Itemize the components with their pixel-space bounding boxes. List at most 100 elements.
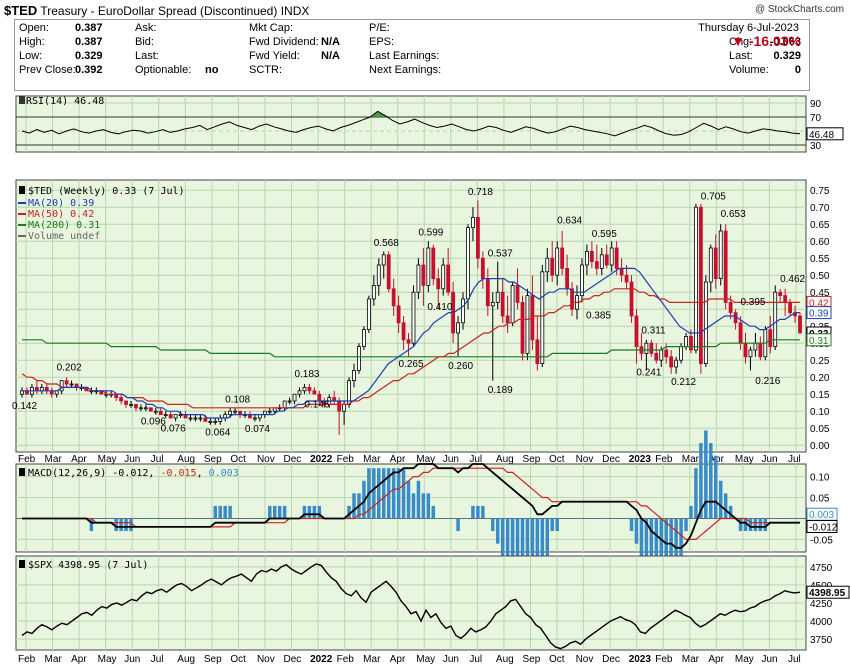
macd-histogram-bar [377,468,381,519]
quote-label: Mkt Cap: [249,22,294,34]
candle-body [748,349,753,358]
x-axis-label: Feb [655,454,673,465]
macd-histogram-bar [550,518,554,532]
candle-body [490,301,495,307]
candle-body [148,407,153,412]
candle-body [649,342,654,354]
macd-histogram-bar [426,493,431,519]
macd-legend-swatch [19,468,25,476]
x-axis-label-bottom: Nov [257,654,275,665]
rsi-legend-swatch [19,96,25,104]
quote-label: SCTR: [249,64,282,76]
quote-label: Last: [135,50,159,62]
macd-histogram-bar [793,518,797,519]
candle-body [654,352,659,361]
macd-histogram-bar [689,505,693,519]
quote-label: Fwd Yield: [249,50,300,62]
rsi-legend: RSI(14) 46.48 [26,96,104,107]
price-tick-label: 0.60 [810,237,830,248]
candle-body [208,420,213,423]
candle-body [401,322,406,341]
candle-body [594,261,599,269]
spx-tick-label: 4000 [810,617,833,628]
x-axis-label: Jun [124,454,140,465]
macd-histogram-bar [436,518,441,519]
macd-histogram-bar [372,468,376,519]
price-annotation: 0.537 [488,249,513,260]
symbol: $TED [4,3,38,18]
macd-histogram-bar [778,518,782,519]
macd-histogram-bar [243,518,247,519]
price-annotation: 0.395 [740,297,765,308]
candle-body [292,393,297,402]
macd-histogram-bar [218,505,222,519]
candle-body [694,206,698,351]
macd-histogram-bar [208,518,213,519]
candle-body [708,247,713,283]
candle-body [421,264,426,286]
macd-histogram-bar [466,518,470,519]
candle-body [644,342,649,354]
quote-label: P/E: [369,22,390,34]
chart-title: $TED Treasury - EuroDollar Spread (Disco… [4,3,309,18]
macd-histogram-bar [159,518,163,519]
rsi-last-label: 46.48 [809,130,834,141]
macd-histogram-bar [168,518,173,519]
macd-histogram-bar [664,518,668,582]
macd-histogram-bar [659,518,663,582]
macd-histogram-bar [679,518,683,557]
macd-histogram-bar [619,518,624,519]
rsi-tick-label: 90 [810,99,822,110]
x-axis-label: Apr [390,454,406,465]
macd-histogram-bar [758,518,763,532]
quote-value: no [205,64,219,76]
ma20-line [22,267,800,419]
macd-histogram-bar [604,518,609,519]
macd-histogram-bar [783,518,787,519]
x-axis-label-bottom: Jun [761,654,777,665]
macd-histogram-bar [104,518,108,519]
candle-body [713,247,718,280]
candle-body [134,403,138,409]
macd-histogram-bar [684,518,688,532]
price-tick-label: 0.55 [810,254,830,265]
macd-histogram-bar [203,518,208,519]
quote-label: Fwd Dividend: [249,36,319,48]
x-axis-label: Aug [177,454,195,465]
rsi-line [21,110,801,137]
macd-histogram-bar [639,518,644,557]
macd-histogram-bar [629,518,634,532]
candle-body [282,400,287,409]
macd-histogram-bar [515,518,520,569]
x-axis-label: Dec [602,454,620,465]
candle-body [466,227,470,300]
price-right-label: 0.31 [809,336,829,347]
macd-histogram-bar [654,518,659,582]
macd-histogram-bar [520,518,525,569]
candle-body [669,356,674,368]
quote-label: Volume: [729,64,769,76]
macd-histogram-bar [575,518,579,519]
macd-histogram-bar [505,518,510,557]
candle-body [426,247,431,286]
price-tick-label: 0.65 [810,220,830,231]
macd-histogram-bar [421,493,426,519]
price-annotation: 0.142 [12,401,37,412]
macd-histogram-bar [560,518,564,519]
quote-label: Ask: [135,22,157,34]
candle-body [287,400,292,403]
x-axis-label-bottom: May [98,654,117,665]
macd-histogram-bar [268,505,272,519]
quote-label: Prev Close: [19,64,76,76]
price-tick-label: 0.20 [810,373,830,384]
candle-body [609,247,614,266]
candle-body [371,284,376,300]
candle-body [684,335,688,347]
macd-histogram-bar [99,518,104,519]
price-annotation: 0.260 [448,361,473,372]
candle-body [619,267,624,276]
macd-histogram-bar [565,518,569,519]
candle-body [480,257,485,280]
macd-histogram-bar [525,518,530,569]
price-tick-label: 0.45 [810,288,830,299]
